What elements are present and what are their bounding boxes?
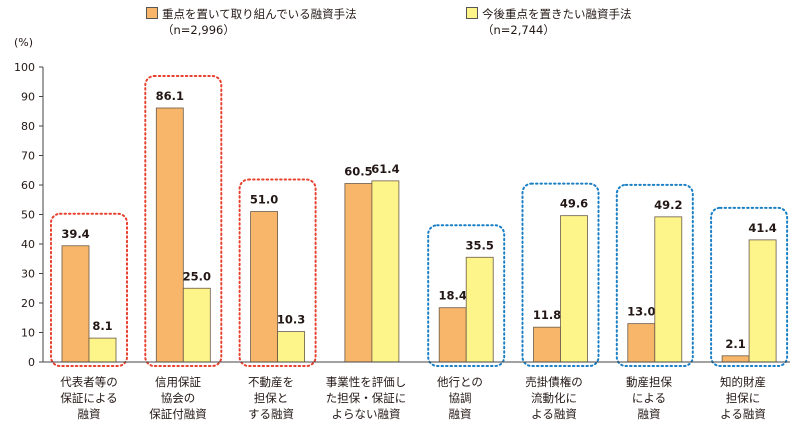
y-tick-label: 50: [21, 209, 35, 222]
legend-n-series-2: （n=2,744）: [482, 23, 555, 37]
bar-s2-c3: [277, 331, 306, 363]
bar-s1-c4: [344, 183, 373, 363]
category-label-1: 代表者等の 保証による 融資: [60, 375, 118, 421]
value-label-s2-c8: 41.4: [748, 221, 776, 235]
category-label-5: 他行との 協調 融資: [437, 375, 483, 421]
bar-s1-c5: [438, 307, 467, 363]
value-label-s1-c8: 2.1: [725, 337, 745, 351]
value-label-s2-c4: 61.4: [371, 162, 399, 176]
category-label-8: 知的財産 担保に よる融資: [720, 375, 766, 421]
value-label-s1-c2: 86.1: [156, 89, 184, 103]
bar-s1-c1: [61, 245, 90, 363]
y-tick-label: 60: [21, 179, 35, 192]
bar-s1-c6: [533, 326, 561, 363]
bar-s1-c3: [250, 211, 279, 363]
bar-s2-c2: [182, 287, 211, 363]
legend-label-series-1: 重点を置いて取り組んでいる融資手法: [162, 7, 357, 21]
value-label-s2-c3: 10.3: [277, 313, 305, 327]
y-tick-label: 90: [21, 91, 35, 104]
legend-swatch-series-1: [146, 7, 158, 19]
y-tick-label: 100: [14, 61, 35, 74]
bar-s1-c8: [721, 355, 750, 363]
highlight-box-8: [710, 206, 789, 367]
bar-s2-c1: [88, 337, 117, 363]
y-tick-label: 10: [21, 327, 35, 340]
value-label-s2-c2: 25.0: [183, 269, 211, 283]
category-label-4: 事業性を評価し た担保・保証に よらない融資: [325, 375, 407, 421]
y-axis-unit-label: (%): [14, 36, 34, 49]
value-label-s1-c1: 39.4: [61, 227, 89, 241]
value-label-s1-c7: 13.0: [627, 305, 655, 319]
highlight-box-1: [50, 212, 128, 367]
legend-swatch-series-2: [466, 7, 478, 19]
category-label-6: 売掛債権の 流動化に よる融資: [525, 375, 583, 421]
y-tick-label: 20: [21, 297, 35, 310]
highlight-box-6: [521, 182, 600, 367]
category-label-7: 動産担保 による 融資: [626, 375, 672, 421]
y-tick-label: 40: [21, 238, 35, 251]
bar-s2-c4: [371, 180, 400, 363]
category-label-2: 信用保証 協会の 保証付融資: [149, 375, 207, 421]
category-label-3: 不動産を 担保と する融資: [248, 375, 294, 421]
value-label-s2-c6: 49.6: [560, 197, 588, 211]
legend-item-series-1: 重点を置いて取り組んでいる融資手法 （n=2,996）: [146, 6, 357, 38]
value-label-s1-c3: 51.0: [250, 193, 278, 207]
y-tick-label: 80: [21, 120, 35, 133]
value-label-s2-c5: 35.5: [466, 238, 494, 252]
highlight-box-2: [144, 75, 223, 367]
value-label-s1-c5: 18.4: [439, 289, 467, 303]
value-label-s1-c4: 60.5: [344, 165, 372, 179]
highlight-box-7: [615, 183, 694, 367]
bar-s2-c5: [465, 256, 494, 363]
highlight-box-3: [238, 178, 317, 367]
legend-n-series-1: （n=2,996）: [162, 23, 235, 37]
y-tick-label: 30: [21, 268, 35, 281]
y-tick-label: 70: [21, 150, 35, 163]
legend-item-series-2: 今後重点を置きたい融資手法 （n=2,744）: [466, 6, 632, 38]
bar-s2-c8: [748, 239, 777, 363]
highlight-box-5: [427, 224, 506, 367]
bar-s1-c7: [627, 323, 656, 363]
legend-label-series-2: 今後重点を置きたい融資手法: [482, 7, 632, 21]
value-label-s2-c7: 49.2: [654, 198, 682, 212]
value-label-s1-c6: 11.8: [533, 308, 561, 322]
bar-s1-c2: [155, 107, 184, 363]
y-tick-label: 0: [28, 356, 35, 369]
bar-s2-c7: [654, 216, 683, 363]
value-label-s2-c1: 8.1: [92, 319, 112, 333]
bar-s2-c6: [560, 215, 588, 363]
